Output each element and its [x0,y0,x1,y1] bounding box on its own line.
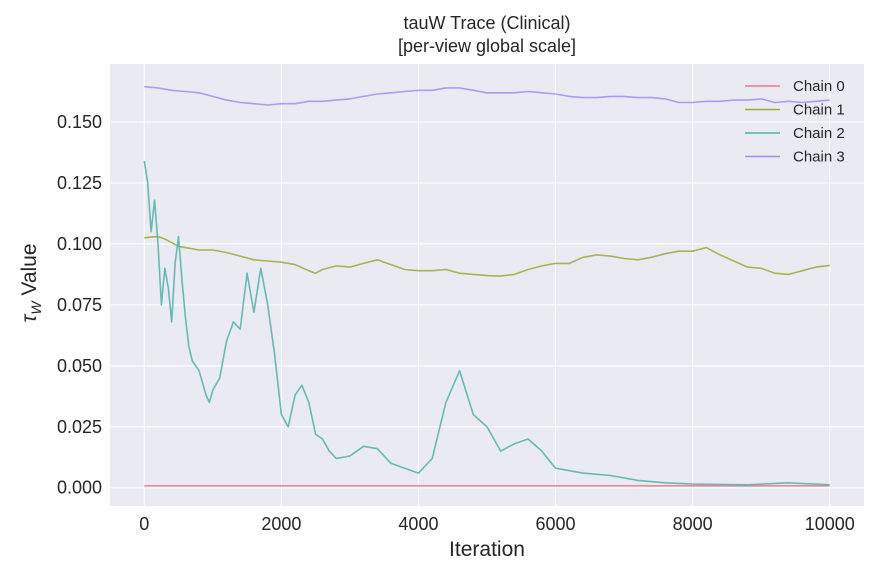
legend: Chain 0 Chain 1 Chain 2 Chain 3 [745,78,845,166]
legend-label: Chain 1 [793,102,845,119]
y-tick-label: 0.050 [57,356,102,376]
legend-label: Chain 3 [793,149,845,166]
chart-title: tauW Trace (Clinical) [403,13,570,33]
series-line-chain-3 [144,85,830,106]
chart-subtitle: [per-view global scale] [398,36,576,56]
series-line-chain-2 [143,160,830,486]
y-tick-label: 0.000 [57,478,102,498]
x-tick-label: 0 [139,514,149,534]
series-lines [143,85,830,487]
y-axis-label: τW Value [18,243,44,322]
x-axis-label: Iteration [449,538,525,561]
y-axis-label-subscript: W [28,300,44,315]
y-tick-label: 0.150 [57,112,102,132]
legend-label: Chain 2 [793,125,845,142]
x-tick-label: 4000 [398,514,438,534]
x-tick-label: 2000 [261,514,301,534]
y-axis-label-text: Value [18,243,41,301]
plot-area [110,64,864,506]
y-tick-label: 0.075 [57,295,102,315]
y-tick-label: 0.100 [57,234,102,254]
y-tick-label: 0.025 [57,417,102,437]
y-tick-label: 0.125 [57,173,102,193]
tick-labels: 0 2000 4000 6000 8000 10000 0.000 0.025 0.050 0.0… [57,112,855,534]
legend-label: Chain 0 [793,78,845,95]
series-line-chain-1 [144,235,830,277]
x-tick-label: 10000 [805,514,855,534]
x-tick-label: 6000 [536,514,576,534]
y-axis-label-symbol: τ [18,314,41,323]
grid [110,64,864,506]
x-tick-label: 8000 [673,514,713,534]
